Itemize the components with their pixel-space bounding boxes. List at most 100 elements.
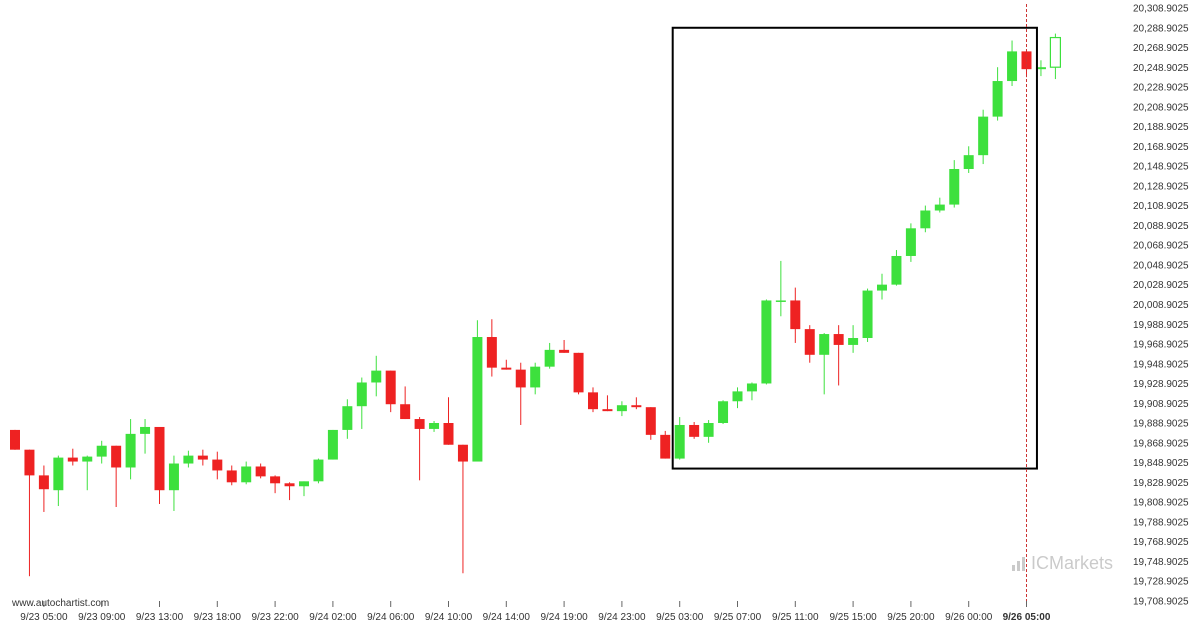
x-tick-label: 9/24 14:00: [483, 612, 531, 623]
candle-body: [660, 434, 671, 459]
candle-body: [530, 366, 541, 388]
candle-body: [761, 300, 772, 384]
x-tick-label: 9/25 15:00: [829, 612, 877, 623]
candle-body: [183, 455, 194, 464]
y-tick-label: 19,968.9025: [1133, 340, 1189, 351]
candle-body: [963, 155, 974, 170]
candle-body: [544, 349, 555, 367]
candle-body: [1049, 36, 1062, 68]
candle-body: [833, 334, 844, 345]
candle-body: [891, 255, 902, 285]
candle-body: [270, 476, 281, 484]
candle-body: [226, 470, 237, 483]
x-tick-label: 9/26 00:00: [945, 612, 993, 623]
candles: [10, 33, 1062, 577]
y-tick-label: 19,908.9025: [1133, 399, 1189, 410]
candle-body: [457, 444, 468, 462]
x-tick-label: 9/23 09:00: [78, 612, 126, 623]
candle-body: [718, 401, 729, 424]
y-tick-label: 20,188.9025: [1133, 122, 1189, 133]
x-tick-label: 9/24 10:00: [425, 612, 473, 623]
x-tick-label: 9/24 19:00: [540, 612, 588, 623]
candle-body: [82, 456, 93, 462]
candle-body: [400, 404, 411, 420]
candle-body: [703, 423, 714, 437]
y-tick-label: 20,148.9025: [1133, 162, 1189, 173]
candle-body: [573, 352, 584, 393]
y-tick-label: 20,128.9025: [1133, 181, 1189, 192]
y-tick-label: 20,308.9025: [1133, 4, 1189, 15]
y-tick-label: 19,728.9025: [1133, 577, 1189, 588]
candle-body: [168, 463, 179, 491]
candle-body: [732, 391, 743, 402]
candle-body: [154, 426, 165, 491]
y-tick-label: 20,108.9025: [1133, 201, 1189, 212]
y-tick-label: 20,048.9025: [1133, 260, 1189, 271]
candle-body: [371, 370, 382, 383]
candle-body: [804, 329, 815, 355]
y-tick-label: 19,928.9025: [1133, 379, 1189, 390]
candle-body: [125, 433, 136, 468]
candle-body: [559, 349, 570, 353]
candle-body: [674, 424, 685, 459]
candle-body: [24, 449, 35, 476]
candle-body: [284, 483, 295, 487]
pattern-rectangle: [671, 26, 1038, 470]
time-axis: 9/23 05:00 9/23 09:00 9/23 13:00 9/23 18:00…: [20, 601, 1051, 623]
x-tick-label: 9/25 03:00: [656, 612, 704, 623]
y-tick-label: 19,988.9025: [1133, 320, 1189, 331]
candle-body: [96, 445, 107, 457]
source-watermark: www.autochartist.com: [12, 598, 110, 609]
candle-body: [385, 370, 396, 405]
candle-body: [588, 392, 598, 410]
candle-body: [486, 337, 497, 368]
candle-body: [10, 429, 20, 450]
candle-body: [67, 457, 78, 462]
y-tick-label: 20,228.9025: [1133, 83, 1189, 94]
candle-body: [241, 466, 252, 483]
broker-logo: ICMarkets: [1012, 551, 1113, 575]
price-axis: 20,308.9025 20,288.9025 20,268.9025 20,248.…: [1133, 4, 1189, 608]
candle-body: [443, 423, 454, 445]
y-tick-label: 20,028.9025: [1133, 280, 1189, 291]
candle-body: [949, 169, 960, 205]
y-tick-label: 19,848.9025: [1133, 458, 1189, 469]
x-tick-label: 9/23 05:00: [20, 612, 68, 623]
candle-body: [414, 419, 425, 429]
candle-body: [501, 367, 512, 370]
candle-body: [631, 405, 642, 408]
x-tick-label: 9/24 23:00: [598, 612, 646, 623]
candle-body: [848, 338, 859, 345]
candle-body: [934, 204, 945, 211]
candle-body: [978, 116, 989, 156]
x-tick-label: 9/23 13:00: [136, 612, 184, 623]
candle-body: [905, 228, 916, 256]
logo-text: ICMarkets: [1031, 552, 1114, 573]
candle-body: [299, 481, 309, 487]
x-tick-label: 9/25 11:00: [772, 612, 819, 623]
y-tick-label: 19,888.9025: [1133, 419, 1189, 430]
candle-body: [775, 300, 786, 302]
y-tick-label: 19,808.9025: [1133, 498, 1189, 509]
candle-body: [616, 405, 627, 412]
y-tick-label: 20,168.9025: [1133, 142, 1189, 153]
candle-body: [689, 424, 700, 437]
x-tick-label: 9/24 02:00: [309, 612, 357, 623]
candle-body: [645, 407, 656, 435]
candle-body: [255, 466, 266, 477]
candle-body: [472, 337, 483, 462]
y-tick-label: 19,748.9025: [1133, 557, 1189, 568]
candle-body: [429, 423, 440, 429]
candle-body: [515, 369, 526, 388]
candle-body: [53, 457, 64, 491]
y-tick-label: 20,068.9025: [1133, 241, 1189, 252]
candle-body: [819, 334, 830, 355]
candle-body: [862, 290, 873, 339]
y-tick-label: 19,868.9025: [1133, 438, 1189, 449]
candle-body: [111, 445, 122, 468]
y-tick-label: 19,828.9025: [1133, 478, 1189, 489]
candle-body: [327, 429, 338, 460]
y-tick-label: 19,948.9025: [1133, 359, 1189, 370]
candle-body: [746, 383, 757, 392]
